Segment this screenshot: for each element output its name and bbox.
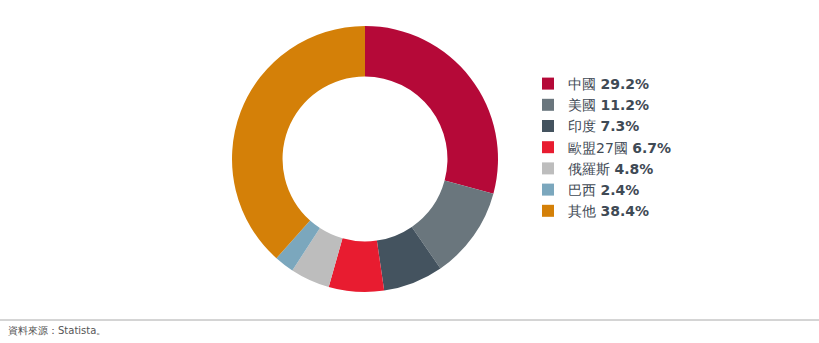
svg-text:印度 7.3%: 印度 7.3% [568,118,639,134]
svg-text:資料來源：Statista。: 資料來源：Statista。 [8,325,106,336]
svg-text:其他 38.4%: 其他 38.4% [568,203,649,219]
svg-text:巴西 2.4%: 巴西 2.4% [568,182,639,198]
svg-text:俄羅斯 4.8%: 俄羅斯 4.8% [568,161,653,177]
svg-text:中國 29.2%: 中國 29.2% [568,76,649,92]
svg-text:歐盟27國 6.7%: 歐盟27國 6.7% [568,140,671,156]
svg-text:美國 11.2%: 美國 11.2% [568,97,649,113]
